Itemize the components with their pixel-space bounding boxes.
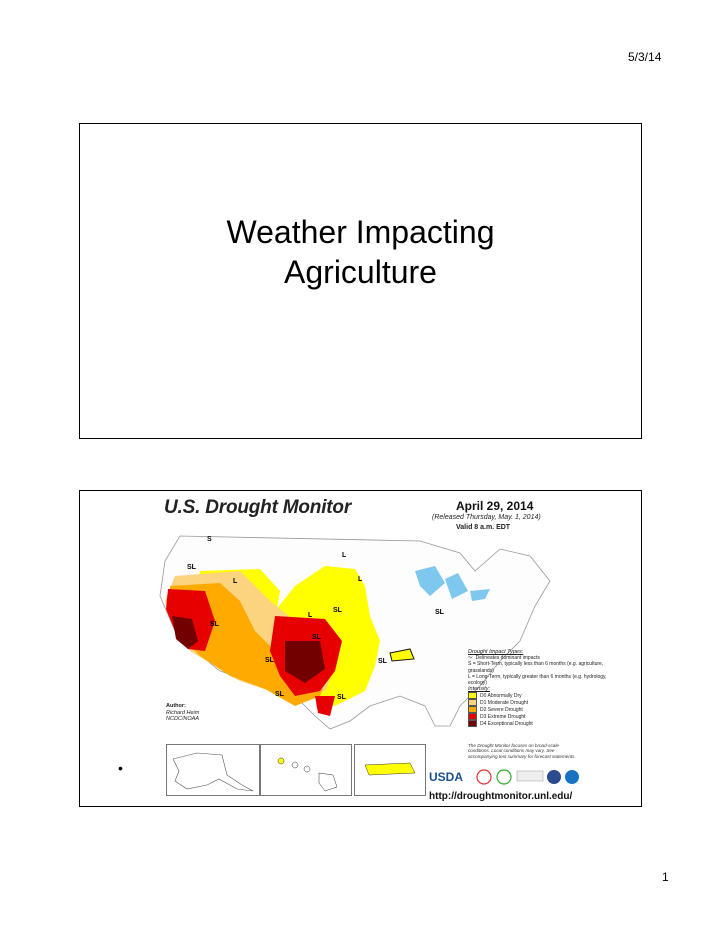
swatch-d3 (468, 713, 477, 721)
label-sl: SL (210, 621, 220, 628)
map-date: April 29, 2014 (456, 499, 534, 513)
long-term-text: L = Long-Term, typically greater than 6 … (468, 673, 607, 687)
label-sl: SL (337, 694, 347, 701)
slide-drought-map: U.S. Drought Monitor April 29, 2014 (Rel… (79, 490, 642, 807)
map-valid: Valid 8 a.m. EDT (456, 524, 511, 531)
short-term-text: S = Short-Term, typically less than 6 mo… (468, 661, 604, 674)
us-drought-map (159, 535, 551, 730)
label-sl: SL (312, 634, 322, 641)
alaska-map (172, 752, 254, 792)
label-sl: SL (187, 564, 197, 571)
label-sl: SL (378, 658, 388, 665)
logos-strip: USDA (429, 769, 579, 785)
map-url: http://droughtmonitor.unl.edu/ (429, 791, 573, 802)
region-labels: S SL L L L SL SL SL L SL SL SL SL SL (187, 536, 445, 701)
puerto-rico-inset (354, 744, 426, 796)
map-legend: Drought Impact Types: ~ Delineates domin… (468, 649, 618, 728)
puerto-rico-map (364, 762, 416, 776)
slide-title: Weather Impacting Agriculture (80, 212, 641, 292)
swatch-d4 (468, 720, 477, 728)
header-date: 5/3/14 (628, 50, 662, 64)
agency-logo-icon (496, 769, 512, 785)
legend-d1: D1 Moderate Drought (468, 699, 618, 707)
commerce-seal-icon (547, 770, 561, 784)
map-title: U.S. Drought Monitor (164, 497, 352, 518)
map-note: The Drought Monitor focuses on broad-sca… (468, 743, 576, 759)
label-l: L (358, 576, 363, 583)
intensity-heading: Intensity: (468, 686, 491, 693)
author-name: Richard Heim (166, 709, 200, 716)
legend-d4: D4 Exceptional Drought (468, 720, 618, 728)
page-number: 1 (662, 870, 669, 884)
impact-line: Delineates dominant impacts (475, 655, 540, 662)
agency-logos: USDA (429, 767, 609, 794)
noaa-logo-icon (565, 770, 579, 784)
map-author: Author: Richard Heim NCDC/NOAA (166, 703, 199, 723)
swatch-d2 (468, 706, 477, 714)
label-sl: SL (333, 607, 343, 614)
label-sl: SL (265, 657, 275, 664)
label-sl: SL (275, 691, 285, 698)
bullet: • (118, 760, 123, 776)
author-org: NCDC/NOAA (166, 716, 200, 722)
label-s: S (207, 536, 212, 543)
agency-logo-icon (516, 770, 544, 782)
swatch-d1 (468, 699, 477, 707)
hawaii-map (277, 757, 338, 792)
label-l: L (308, 612, 313, 619)
impact-types-heading: Drought Impact Types: (468, 649, 524, 655)
swatch-d0 (468, 692, 477, 700)
title-line-1: Weather Impacting (226, 214, 495, 250)
legend-d3: D3 Extreme Drought (468, 713, 618, 721)
map-released: (Released Thursday, May. 1, 2014) (432, 514, 541, 521)
hawaii-inset (260, 744, 352, 796)
impact-line-row: ~ Delineates dominant impacts (468, 653, 618, 663)
author-label: Author: (166, 703, 186, 709)
usda-logo-text: USDA (429, 770, 463, 784)
slide-title-frame: Weather Impacting Agriculture (79, 123, 642, 439)
legend-d2: D2 Severe Drought (468, 706, 618, 714)
label-l: L (342, 552, 347, 559)
alaska-inset (166, 744, 260, 796)
squiggle-icon: ~ (468, 653, 473, 663)
title-line-2: Agriculture (284, 254, 437, 290)
ndmc-logo-icon (476, 769, 492, 785)
label-sl: SL (435, 609, 445, 616)
legend-d0: D0 Abnormally Dry (468, 692, 618, 700)
label-l: L (233, 578, 238, 585)
